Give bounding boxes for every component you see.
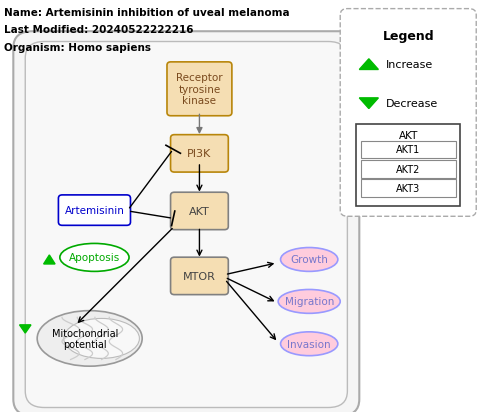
Text: Mitochondrial
potential: Mitochondrial potential bbox=[52, 328, 118, 349]
FancyBboxPatch shape bbox=[59, 195, 131, 226]
Text: PI3K: PI3K bbox=[187, 149, 212, 159]
Ellipse shape bbox=[37, 311, 142, 366]
FancyBboxPatch shape bbox=[13, 32, 360, 413]
FancyBboxPatch shape bbox=[361, 141, 456, 159]
Ellipse shape bbox=[281, 248, 338, 272]
FancyBboxPatch shape bbox=[25, 43, 348, 408]
Ellipse shape bbox=[60, 244, 129, 272]
Polygon shape bbox=[360, 99, 378, 109]
FancyBboxPatch shape bbox=[170, 258, 228, 295]
FancyBboxPatch shape bbox=[356, 125, 460, 206]
Text: AKT3: AKT3 bbox=[396, 184, 420, 194]
Ellipse shape bbox=[278, 290, 340, 313]
Ellipse shape bbox=[64, 319, 139, 358]
FancyBboxPatch shape bbox=[361, 161, 456, 178]
Text: Invasion: Invasion bbox=[288, 339, 331, 349]
Text: AKT: AKT bbox=[189, 206, 210, 216]
Text: AKT2: AKT2 bbox=[396, 164, 420, 174]
Text: Legend: Legend bbox=[383, 30, 434, 43]
Polygon shape bbox=[44, 255, 55, 264]
Polygon shape bbox=[360, 59, 378, 70]
FancyBboxPatch shape bbox=[340, 9, 476, 217]
Text: Last Modified: 20240522222216: Last Modified: 20240522222216 bbox=[4, 25, 193, 35]
Text: Organism: Homo sapiens: Organism: Homo sapiens bbox=[4, 43, 151, 52]
Text: MTOR: MTOR bbox=[183, 271, 216, 281]
FancyBboxPatch shape bbox=[167, 63, 232, 116]
Text: Growth: Growth bbox=[290, 255, 328, 265]
Text: Receptor
tyrosine
kinase: Receptor tyrosine kinase bbox=[176, 73, 223, 106]
Text: Migration: Migration bbox=[285, 297, 334, 307]
Text: Artemisinin: Artemisinin bbox=[64, 206, 124, 216]
Text: Decrease: Decrease bbox=[385, 99, 438, 109]
Text: Apoptosis: Apoptosis bbox=[69, 253, 120, 263]
Ellipse shape bbox=[281, 332, 338, 356]
FancyBboxPatch shape bbox=[361, 180, 456, 197]
FancyBboxPatch shape bbox=[170, 193, 228, 230]
Polygon shape bbox=[20, 325, 31, 333]
Text: AKT1: AKT1 bbox=[396, 145, 420, 155]
Text: AKT: AKT bbox=[398, 131, 418, 141]
Text: Name: Artemisinin inhibition of uveal melanoma: Name: Artemisinin inhibition of uveal me… bbox=[4, 7, 289, 17]
Text: Increase: Increase bbox=[385, 60, 433, 70]
FancyBboxPatch shape bbox=[170, 135, 228, 173]
